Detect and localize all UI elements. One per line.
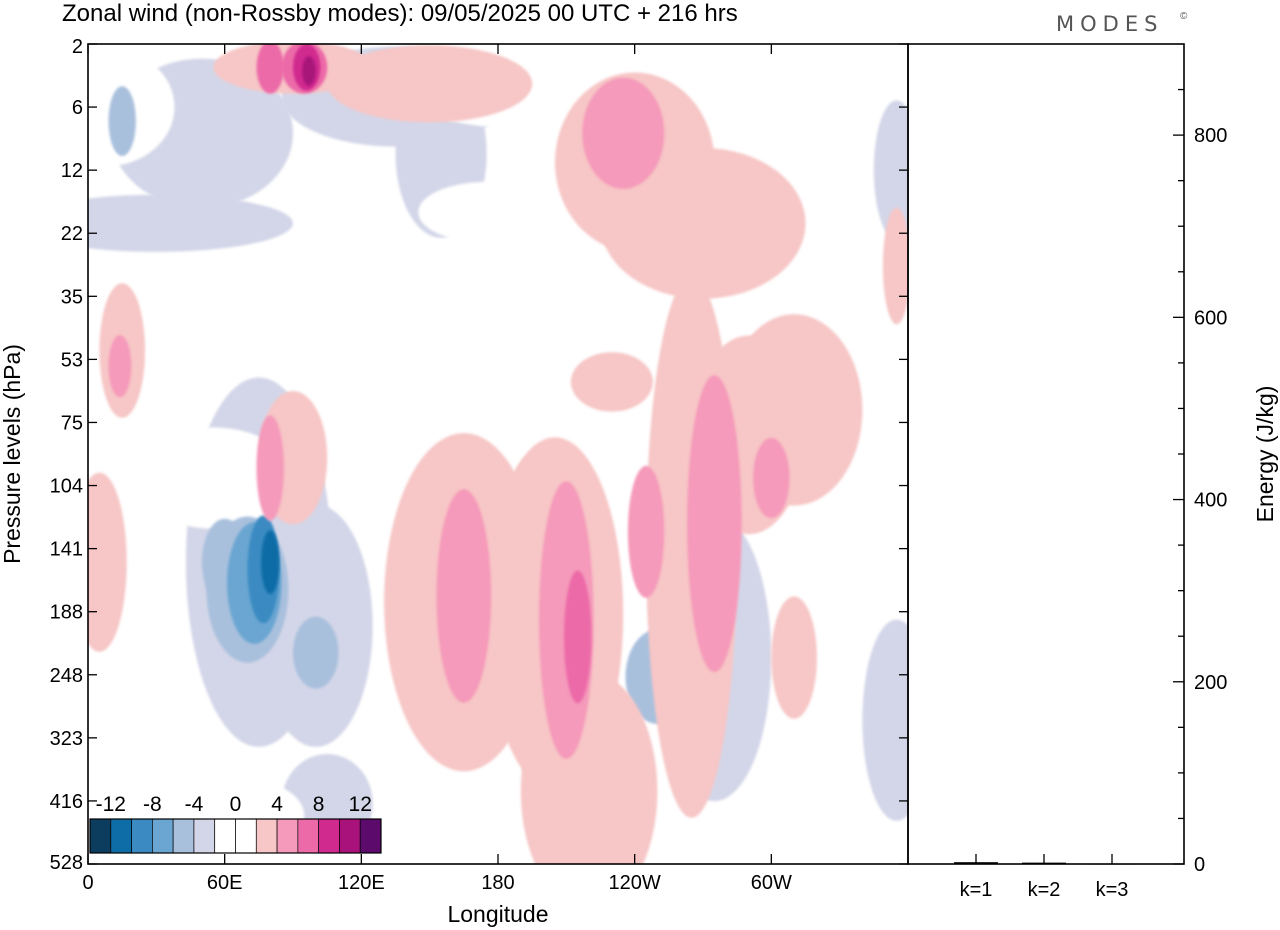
y-tick-label: 416 xyxy=(50,791,83,813)
contour-fields xyxy=(88,44,908,864)
energy-tick-label: 800 xyxy=(1194,125,1227,147)
colorbar-swatch xyxy=(318,818,340,854)
energy-tick-label: 0 xyxy=(1194,854,1205,876)
contour-region-45 xyxy=(882,207,908,325)
contour-region-27 xyxy=(293,616,339,689)
y-tick-label: 248 xyxy=(50,665,83,687)
y-tick-label: 188 xyxy=(50,602,83,624)
x-tick-label: 60E xyxy=(207,872,243,894)
energy-tick-label: 400 xyxy=(1194,490,1227,512)
colorbar-swatch xyxy=(359,818,382,854)
contour-region-18 xyxy=(133,427,293,529)
contour-region-17 xyxy=(862,619,908,821)
contour-region-1 xyxy=(88,194,293,252)
y-axis-label: Pressure levels (hPa) xyxy=(0,344,25,564)
colorbar-tick-label: 12 xyxy=(349,793,372,816)
y-tick-label: 141 xyxy=(50,539,83,561)
colorbar-tick-label: -8 xyxy=(143,793,162,816)
contour-region-54 xyxy=(582,77,665,189)
colorbar-swatch xyxy=(214,818,236,854)
energy-panel-frame xyxy=(907,43,1185,865)
y-tick-label: 22 xyxy=(61,223,83,245)
contour-region-22 xyxy=(778,511,833,614)
contour-region-10 xyxy=(873,100,908,240)
contour-region-53 xyxy=(753,437,790,519)
contour-region-2 xyxy=(88,48,175,167)
contour-region-20 xyxy=(418,181,555,243)
contour-region-52 xyxy=(687,375,742,673)
colorbar-swatch xyxy=(235,818,257,854)
chart-title: Zonal wind (non-Rossby modes): 09/05/202… xyxy=(62,0,738,27)
y-tick-label: 35 xyxy=(61,286,83,308)
x-tick-label: 120E xyxy=(338,872,385,894)
contour-region-30 xyxy=(261,530,280,594)
y-tick-label: 12 xyxy=(61,160,83,182)
colorbar-tick-label: 0 xyxy=(230,793,242,816)
contour-region-56 xyxy=(108,335,132,398)
contour-region-48 xyxy=(602,188,667,259)
colorbar-swatch xyxy=(131,818,153,854)
contour-region-55 xyxy=(256,415,284,521)
y-tick-label: 53 xyxy=(61,349,83,371)
contour-region-41 xyxy=(327,45,533,123)
heatmap-plot-area xyxy=(88,44,908,864)
contour-region-8 xyxy=(516,247,617,304)
x-tick-label: 120W xyxy=(609,872,661,894)
y-tick-label: 75 xyxy=(61,412,83,434)
contour-region-61 xyxy=(302,56,316,86)
colorbar-tick-label: 8 xyxy=(313,793,325,816)
energy-bars: k=1 k=2 k=3 xyxy=(954,854,1134,901)
contour-region-39 xyxy=(570,352,653,412)
x-tick-label: 0 xyxy=(82,872,93,894)
pressure-axis: 2 6 12 22 35 53 75 104 141 188 248 323 416 528 xyxy=(50,36,908,874)
colorbar-swatch xyxy=(276,818,299,854)
energy-axis-label: Energy (J/kg) xyxy=(1252,386,1278,523)
contour-region-59 xyxy=(256,44,284,94)
colorbar-swatch xyxy=(193,818,216,854)
colorbar-swatch xyxy=(339,818,361,854)
y-tick-label: 323 xyxy=(50,728,83,750)
contour-region-57 xyxy=(564,570,592,704)
energy-bar xyxy=(1090,863,1134,865)
y-tick-label: 2 xyxy=(72,36,83,58)
brand-logo: MODES xyxy=(1056,12,1163,36)
colorbar-swatch xyxy=(172,818,195,854)
contour-region-43 xyxy=(88,472,127,652)
x-tick-label: 180 xyxy=(481,872,514,894)
colorbar-frame xyxy=(89,818,382,854)
x-axis-label: Longitude xyxy=(447,901,548,927)
contour-region-49 xyxy=(436,489,492,703)
colorbar-tick-label: -4 xyxy=(185,793,204,816)
contour-region-46 xyxy=(771,596,817,719)
colorbar-swatch xyxy=(297,818,319,854)
energy-tick-label: 200 xyxy=(1194,672,1227,694)
colorbar-swatch xyxy=(152,818,174,854)
y-tick-label: 528 xyxy=(50,852,83,874)
contour-region-38 xyxy=(725,314,863,506)
brand-mark: © xyxy=(1180,11,1188,22)
y-tick-label: 104 xyxy=(50,476,83,498)
x-tick-label: 60W xyxy=(751,872,792,894)
y-tick-label: 6 xyxy=(72,97,83,119)
colorbar-swatch xyxy=(110,818,132,854)
colorbar-tick-label: -12 xyxy=(96,793,126,816)
colorbar-swatch xyxy=(89,818,112,854)
contour-region-25 xyxy=(108,86,136,156)
contour-region-5 xyxy=(286,363,460,401)
energy-tick-label: 600 xyxy=(1194,307,1227,329)
colorbar-swatch xyxy=(255,818,278,854)
category-tick-label: k=2 xyxy=(1028,879,1061,901)
contour-region-51 xyxy=(627,465,665,598)
colorbar-legend: -12 -8 -4 0 4 8 12 xyxy=(89,793,382,854)
energy-axis: 0 200 400 600 800 xyxy=(1173,88,1227,876)
longitude-axis: 0 60E 120E 180 120W 60W xyxy=(82,44,792,894)
category-tick-label: k=3 xyxy=(1096,879,1129,901)
colorbar-tick-label: 4 xyxy=(271,793,283,816)
category-tick-label: k=1 xyxy=(960,879,993,901)
